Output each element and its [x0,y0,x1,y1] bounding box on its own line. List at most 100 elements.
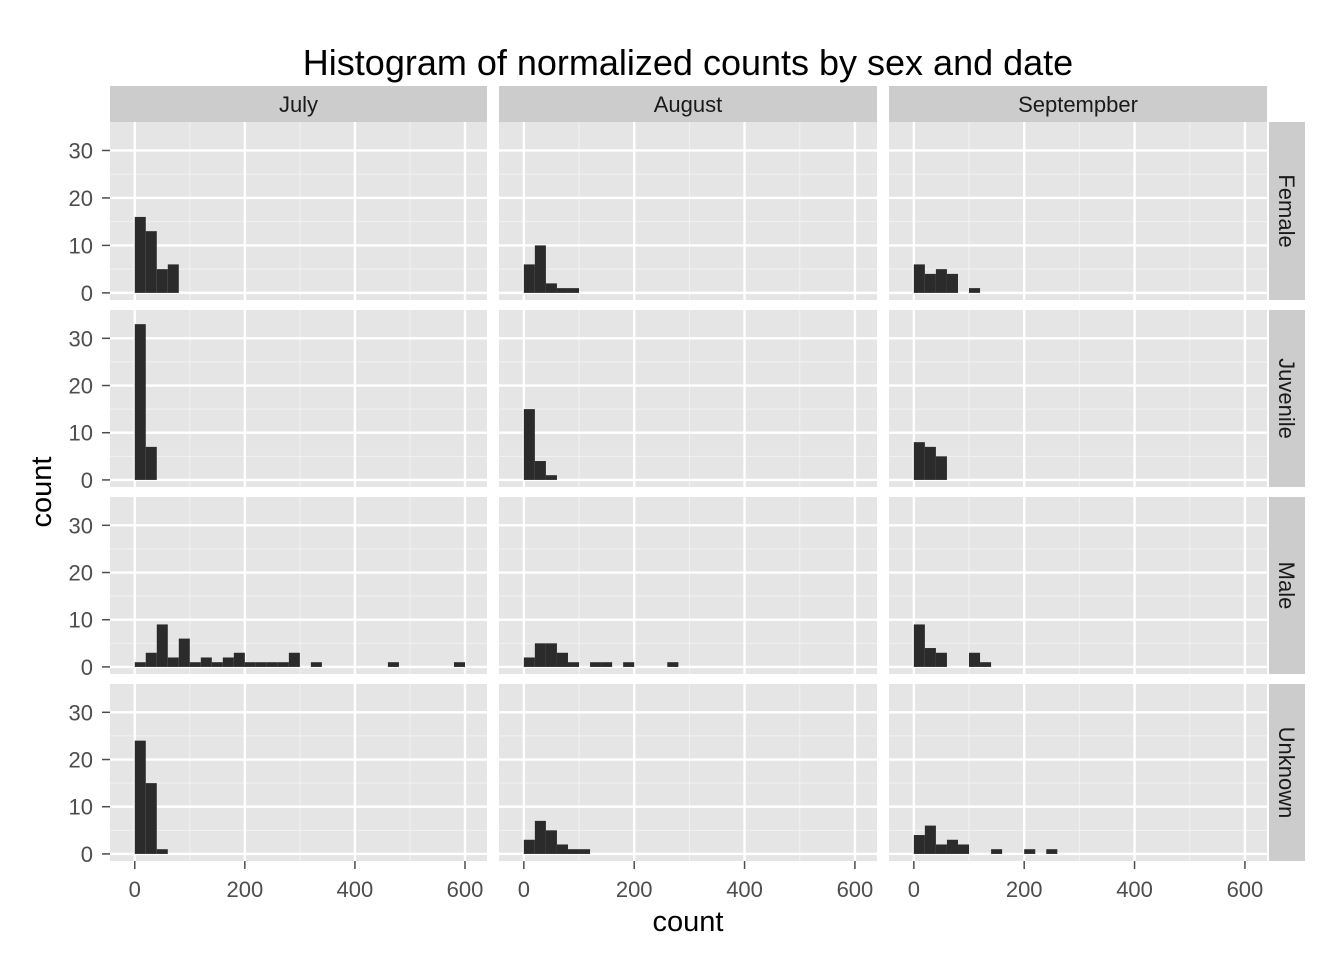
x-tick-label: 600 [837,877,874,902]
histogram-bar [134,216,146,293]
y-tick-label: 10 [69,795,93,820]
histogram-bar [913,624,925,667]
histogram-bar [523,409,535,480]
histogram-bar [156,849,168,854]
histogram-bar [567,849,580,854]
strip-col-label: August [654,92,723,117]
histogram-bar [623,662,635,667]
y-tick-label: 20 [69,748,93,773]
histogram-bar [145,231,157,293]
y-tick-label: 0 [81,655,93,680]
strip-col-label: July [279,92,318,117]
strip-row-label: Female [1274,174,1299,247]
panel-male-august [499,497,877,674]
histogram-bar [545,643,557,667]
histogram-bar [222,657,234,667]
panel-female-septempber [889,122,1267,300]
histogram-bar [156,624,168,667]
panel-background [889,497,1267,674]
histogram-bar [178,638,190,667]
y-tick-label: 20 [69,186,93,211]
histogram-bar [567,662,580,667]
y-tick-label: 20 [69,561,93,586]
x-tick-label: 600 [1227,877,1264,902]
histogram-bar [567,288,580,293]
histogram-bar [167,657,179,667]
histogram-bar [924,446,936,480]
histogram-bar [590,662,602,667]
panel-background [889,684,1267,861]
strip-row-1 [1269,310,1305,487]
panel-unknown-august [499,684,877,861]
histogram-bar [134,324,146,480]
histogram-bar [134,740,146,854]
histogram-bar [453,662,465,667]
y-tick-label: 30 [69,138,93,163]
histogram-bar [556,844,568,854]
panel-unknown-july [110,684,487,861]
y-tick-label: 30 [69,513,93,538]
y-tick-label: 20 [69,374,93,399]
y-tick-label: 30 [69,326,93,351]
histogram-bar [913,442,925,480]
panel-male-septempber [889,497,1267,674]
strip-row-3 [1269,684,1305,861]
panel-juvenile-august [499,310,877,487]
y-axis-title: count [26,457,58,528]
x-tick-label: 600 [447,877,484,902]
x-tick-label: 200 [616,877,653,902]
panel-background [110,684,487,861]
histogram-bar [924,648,936,667]
histogram-bar [244,662,256,667]
strip-col-label: Septempber [1018,92,1138,117]
x-tick-label: 400 [337,877,374,902]
panel-male-july [110,497,487,674]
histogram-bar [534,643,546,667]
y-tick-label: 30 [69,700,93,725]
histogram-bar [200,657,212,667]
histogram-bar [310,662,322,667]
histogram-bar [134,662,146,667]
y-tick-label: 10 [69,233,93,258]
x-tick-label: 400 [1116,877,1153,902]
histogram-bar [969,288,981,293]
panel-female-july [110,122,487,300]
x-axis-title: count [653,906,724,938]
strip-row-label: Male [1274,562,1299,610]
histogram-bar [534,461,546,480]
histogram-bar [277,662,289,667]
histogram-bar [167,264,179,293]
facet-panels: July August Septempber Female Juvenile Male Un… [69,86,1305,902]
histogram-bar [387,662,399,667]
strip-row-label: Unknown [1274,727,1299,819]
histogram-bar [534,245,546,293]
x-tick-label: 200 [1006,877,1043,902]
panel-female-august [499,122,877,300]
x-tick-label: 0 [129,877,141,902]
panel-background [499,310,877,487]
y-tick-label: 10 [69,608,93,633]
x-tick-label: 0 [908,877,920,902]
histogram-bar [523,657,535,667]
x-tick-label: 400 [726,877,763,902]
strip-col-1 [499,86,877,122]
histogram-bar [556,652,568,667]
strip-row-2 [1269,497,1305,674]
strip-row-label: Juvenile [1274,358,1299,439]
histogram-bar [935,652,947,667]
histogram-bar [667,662,679,667]
panel-unknown-septempber [889,684,1267,861]
histogram-bar [601,662,613,667]
histogram-bar [266,662,278,667]
panel-juvenile-septempber [889,310,1267,487]
histogram-bar [957,844,970,854]
histogram-bar [969,652,981,667]
strip-col-0 [110,86,487,122]
histogram-bar [545,475,557,480]
histogram-bar [545,283,557,293]
histogram-bar [946,839,958,854]
panel-background [110,310,487,487]
histogram-bar [523,264,535,293]
panel-background [499,122,877,300]
